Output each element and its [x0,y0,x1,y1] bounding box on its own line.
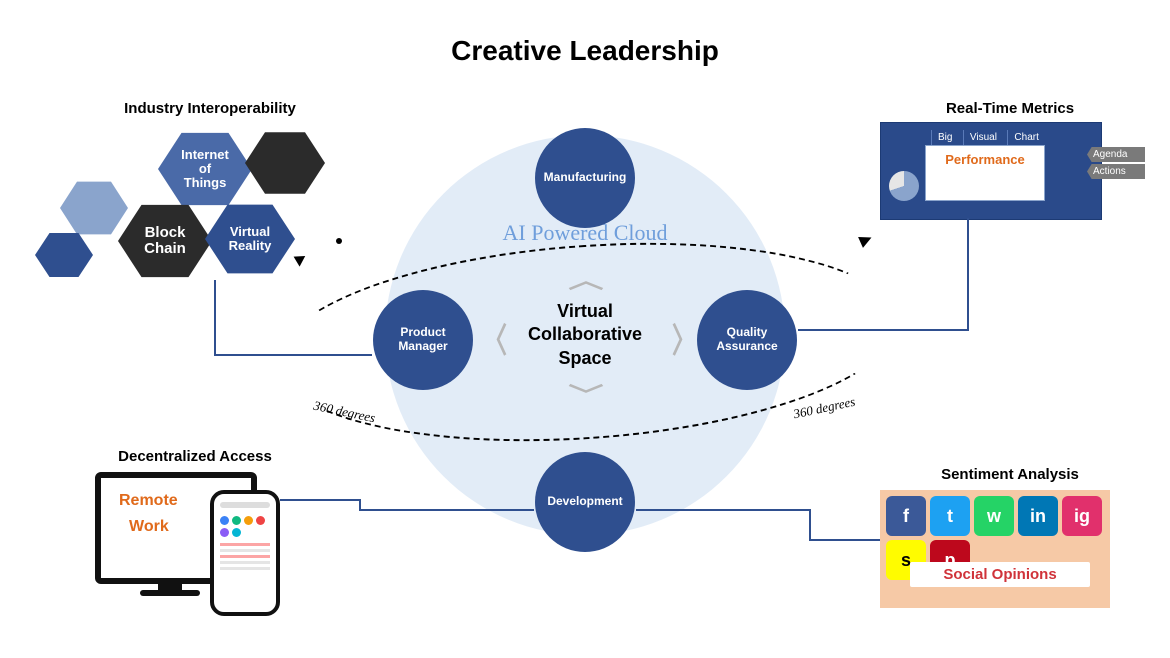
orbit-arrowhead-left [291,251,305,266]
hex-2: Block Chain [118,200,212,282]
metrics-dashboard: Big Visual Chart Performance Agenda Acti… [880,122,1102,220]
social-banner: Social Opinions [910,562,1090,587]
social-icon-in: in [1018,496,1058,536]
center-title: Virtual Collaborative Space [500,300,670,370]
sentiment-panel: ftwinigsp Social Opinions [880,490,1110,608]
dash-btn-agenda: Agenda [1087,147,1145,162]
page-title: Creative Leadership [0,35,1170,67]
chevron-right-icon: 〉 [672,313,696,362]
hex-4 [60,178,128,238]
dash-highlight: Performance [926,152,1044,167]
pie-icon [889,171,919,201]
section-title-bl: Decentralized Access [95,448,295,465]
hex-1 [245,128,325,198]
orbit-dot-left [336,238,342,244]
section-title-tl: Industry Interoperability [95,100,325,117]
social-icon-f: f [886,496,926,536]
node-product-manager: Product Manager [373,290,473,390]
chevron-left-icon: 〈 [483,313,507,362]
social-icon-t: t [930,496,970,536]
monitor-base-icon [140,590,200,596]
node-development: Development [535,452,635,552]
dash-tab-0: Big [931,130,958,145]
dash-btn-actions: Actions [1087,164,1145,179]
dash-tab-2: Chart [1007,130,1044,145]
hex-3: Virtual Reality [205,200,295,278]
orbit-arrowhead-right [858,232,874,248]
phone-icon [210,490,280,616]
social-icon-ig: ig [1062,496,1102,536]
section-title-tr: Real-Time Metrics [920,100,1100,117]
section-title-br: Sentiment Analysis [910,466,1110,483]
chevron-down-icon: ﹀ [568,378,603,410]
chevron-up-icon: ︿ [568,263,603,295]
dash-tab-1: Visual [963,130,1003,145]
hex-0: Internet of Things [158,128,252,210]
node-quality-assurance: Quality Assurance [697,290,797,390]
social-icon-w: w [974,496,1014,536]
hex-5 [35,230,93,280]
node-manufacturing: Manufacturing [535,128,635,228]
